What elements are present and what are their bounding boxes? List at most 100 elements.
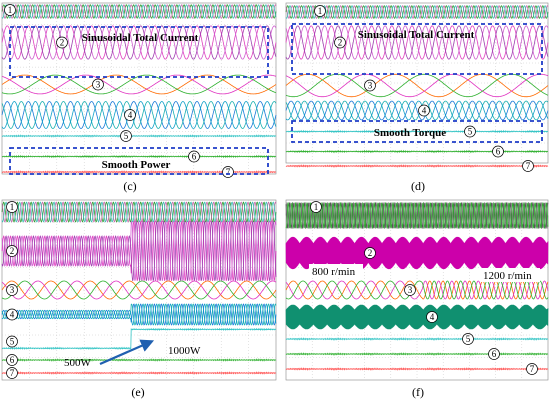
- trace-2-phase-2: [1, 25, 277, 60]
- trace-label: 3: [10, 285, 15, 295]
- trace-6-signal: [285, 352, 549, 356]
- trace-label: 2: [338, 38, 343, 48]
- trace-label-circle: [334, 36, 346, 49]
- trace-4-phase-2: [285, 100, 549, 121]
- trace-label-circle: [404, 284, 416, 296]
- trace-label: 3: [368, 81, 373, 91]
- trace-label-circle: [6, 245, 18, 257]
- trace-7-signal: [285, 367, 549, 371]
- trace-1-phase-2: [1, 201, 277, 223]
- trace-5-signal: [285, 337, 549, 341]
- trace-label-circle: [418, 104, 430, 117]
- trace-1-phase-2: [1, 4, 277, 19]
- trace-label-circle: [188, 150, 200, 163]
- trace-1-phase-2: [285, 202, 549, 229]
- trace-label-circle: [222, 166, 234, 178]
- trace-label: 6: [492, 349, 497, 359]
- trace-label-circle: [526, 363, 538, 375]
- panel-d-frame: [285, 2, 549, 164]
- trace-label: 1: [8, 5, 13, 15]
- trace-label: 3: [96, 80, 101, 90]
- trace-5-signal: [1, 134, 277, 138]
- trace-label: 4: [128, 110, 133, 120]
- trace-3-phase-3: [285, 280, 549, 300]
- trace-label: 1: [10, 202, 15, 212]
- panel-f: 1 2 3 4 5 6 7 800 r/min 1200 r/min: [285, 199, 549, 381]
- trace-label-circle: [56, 36, 68, 49]
- trace-2-phase-1: [1, 221, 277, 281]
- panel-f-annotation-1200: 1200 r/min: [483, 270, 532, 282]
- trace-label: 7: [10, 368, 15, 378]
- panel-d-traces: 1 2 3 4 5 6 7: [285, 5, 549, 172]
- trace-4-phase-3: [1, 303, 277, 326]
- trace-label: 6: [10, 355, 15, 365]
- trace-label: 6: [192, 152, 197, 162]
- trace-4-phase-2: [1, 101, 277, 129]
- trace-1-phase-3: [285, 5, 549, 19]
- trace-label-circle: [488, 348, 500, 360]
- trace-label-circle: [6, 284, 18, 296]
- trace-label-circle: [6, 308, 18, 321]
- panel-f-annotation-800: 800 r/min: [312, 266, 356, 278]
- trace-label: 5: [468, 127, 473, 137]
- trace-3-phase-3: [1, 280, 277, 300]
- caption-d: (d): [411, 179, 425, 193]
- trace-label-circle: [92, 78, 104, 91]
- trace-label-circle: [6, 354, 18, 366]
- trace-1-phase-1: [1, 4, 277, 19]
- trace-3-phase-1: [285, 280, 549, 300]
- trace-label: 6: [496, 147, 501, 157]
- caption-c: (c): [123, 179, 136, 193]
- trace-6-signal: [1, 358, 277, 362]
- trace-2-phase-3: [285, 25, 549, 60]
- panel-f-traces: 1 2 3 4 5 6 7: [285, 201, 549, 375]
- trace-3-phase-2: [1, 74, 277, 95]
- trace-label-circle: [426, 311, 438, 323]
- panel-d-annotation-torque: Smooth Torque: [374, 127, 446, 139]
- trace-3-phase-2: [285, 73, 549, 98]
- trace-label-circle: [310, 201, 322, 213]
- panel-e-traces: 1 2 3 4 5 6 7: [1, 201, 277, 379]
- caption-f: (f): [412, 385, 424, 399]
- trace-1-phase-1: [1, 201, 277, 223]
- trace-2-phase-3: [1, 25, 277, 60]
- trace-label-circle: [364, 79, 376, 92]
- panel-c-box-power: [9, 147, 269, 175]
- trace-1-phase-3: [1, 4, 277, 19]
- trace-3-phase-1: [285, 73, 549, 98]
- trace-6-signal: [1, 154, 277, 159]
- trace-label-circle: [4, 4, 16, 16]
- trace-4-band: [285, 304, 549, 330]
- trace-1-phase-2: [285, 5, 549, 19]
- panel-c-box-current: [9, 26, 269, 78]
- trace-4-phase-1: [1, 101, 277, 129]
- panel-d-box-current: [291, 23, 543, 75]
- trace-2-phase-3: [1, 221, 277, 281]
- trace-6-signal: [285, 149, 549, 154]
- trace-label-circle: [120, 130, 132, 142]
- panel-d-box-torque: [291, 120, 543, 143]
- trace-1-phase-1: [285, 202, 549, 229]
- trace-label-circle: [462, 333, 474, 345]
- trace-4-phase-2: [1, 303, 277, 326]
- trace-4-phase-1: [285, 100, 549, 121]
- caption-e: (e): [131, 385, 144, 399]
- trace-2-phase-1: [285, 25, 549, 60]
- trace-7-signal: [285, 164, 549, 168]
- trace-2-band: [285, 236, 549, 270]
- panel-e: 1 2 3 4 5 6 7 500W 1000W: [1, 199, 277, 381]
- trace-2-phase-2: [1, 221, 277, 281]
- trace-label: 4: [430, 312, 435, 322]
- trace-label-circle: [6, 201, 18, 213]
- trace-label: 3: [408, 285, 413, 295]
- panel-c: 1 2 3 4 5 6 7 Sinusoidal Total Current Smooth …: [1, 2, 277, 178]
- panel-d-annotation-current: Sinusoidal Total Current: [358, 29, 475, 41]
- trace-label: 1: [318, 6, 323, 16]
- trace-5-signal: [285, 129, 549, 134]
- trace-label-circle: [522, 160, 534, 172]
- trace-1-phase-3: [285, 202, 549, 229]
- trace-label-circle: [314, 5, 326, 17]
- trace-3-phase-1: [1, 74, 277, 95]
- panel-f-label-bg-1200: [480, 268, 540, 282]
